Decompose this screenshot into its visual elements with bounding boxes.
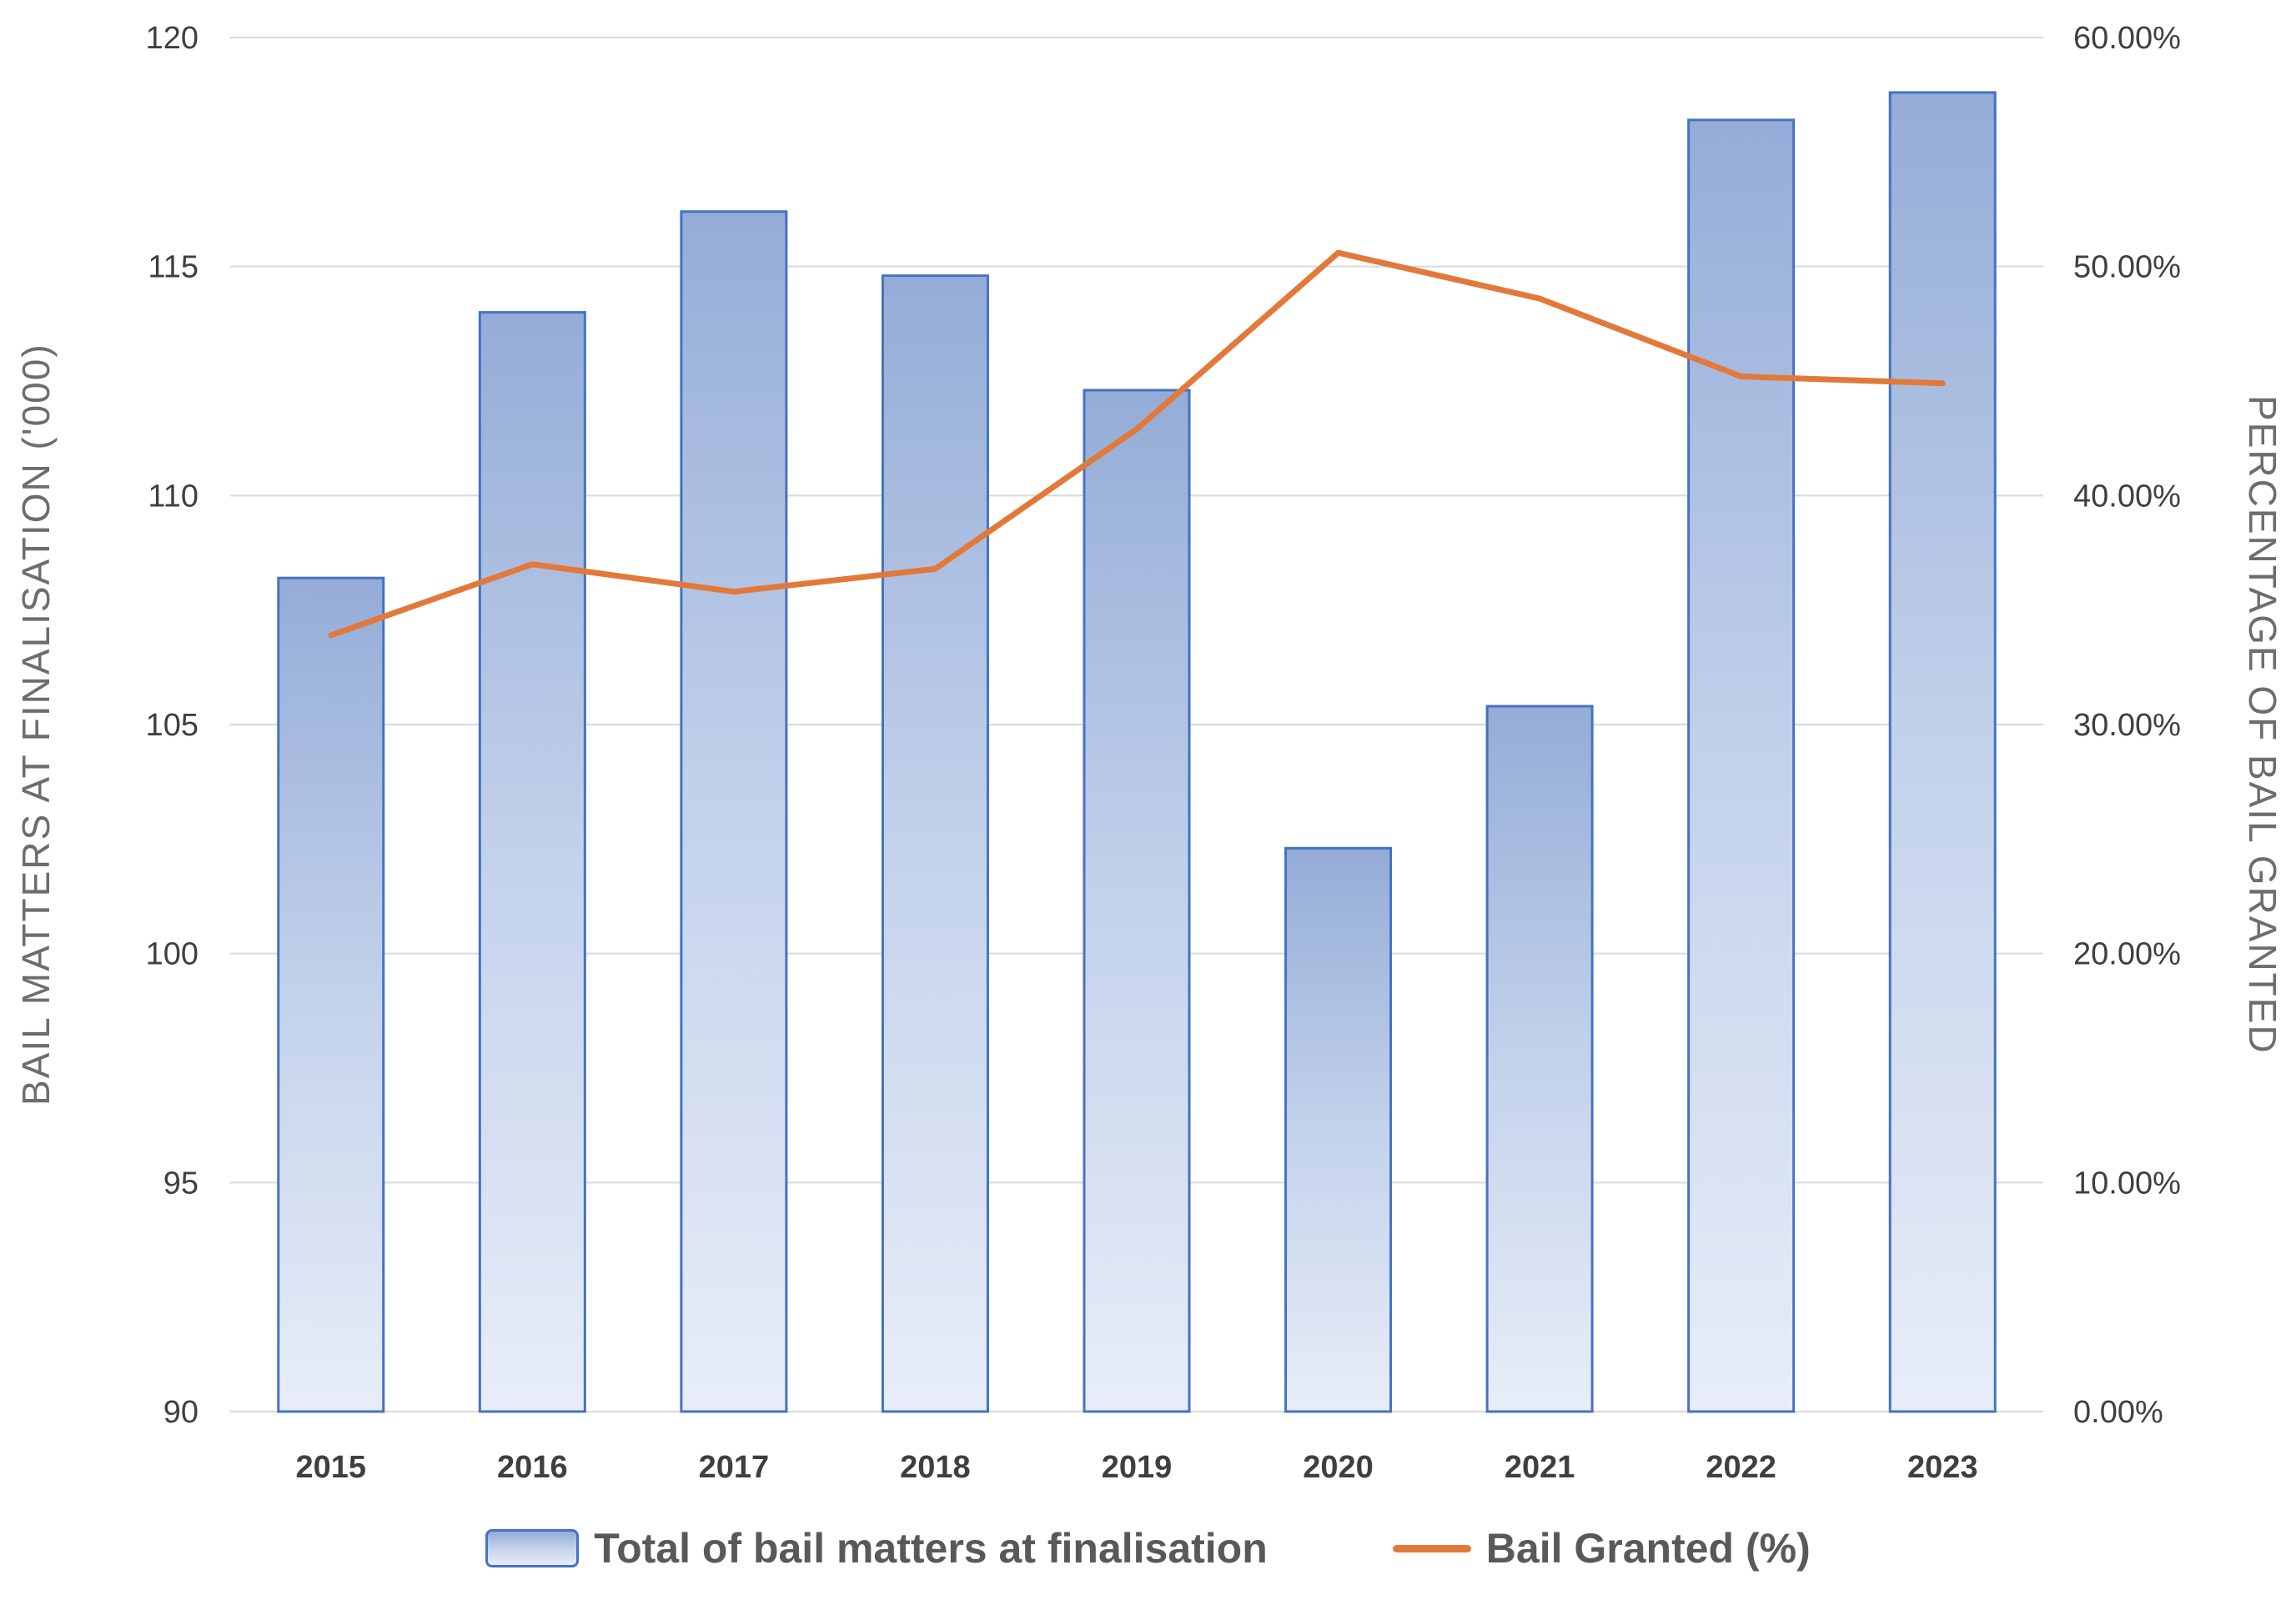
bar-2020 xyxy=(1284,846,1393,1413)
x-label-2015: 2015 xyxy=(296,1450,367,1485)
right-tick-30.00%: 30.00% xyxy=(2073,708,2181,743)
right-tick-60.00%: 60.00% xyxy=(2073,21,2181,56)
legend-item-bars: Total of bail matters at finalisation xyxy=(485,1524,1268,1572)
bar-2018 xyxy=(881,274,989,1413)
x-label-2021: 2021 xyxy=(1505,1450,1575,1485)
x-label-2022: 2022 xyxy=(1706,1450,1776,1485)
left-tick-95: 95 xyxy=(163,1166,198,1201)
x-label-2018: 2018 xyxy=(900,1450,971,1485)
right-tick-50.00%: 50.00% xyxy=(2073,250,2181,285)
left-tick-110: 110 xyxy=(148,479,198,514)
legend-label-bars: Total of bail matters at finalisation xyxy=(594,1525,1268,1572)
bar-2017 xyxy=(680,210,788,1413)
right-tick-20.00%: 20.00% xyxy=(2073,937,2181,972)
left-tick-120: 120 xyxy=(146,21,198,56)
line-swatch-icon xyxy=(1392,1544,1471,1552)
left-tick-90: 90 xyxy=(163,1395,198,1430)
left-axis-title: BAIL MATTERS AT FINALISATION ('000) xyxy=(14,343,58,1106)
x-label-2017: 2017 xyxy=(699,1450,770,1485)
right-tick-0.00%: 0.00% xyxy=(2073,1395,2163,1430)
bar-2022 xyxy=(1687,118,1796,1413)
legend-label-line: Bail Granted (%) xyxy=(1485,1525,1811,1572)
right-axis-title: PERCENTAGE OF BAIL GRANTED xyxy=(2241,394,2284,1055)
bar-2015 xyxy=(277,576,385,1413)
right-tick-10.00%: 10.00% xyxy=(2073,1166,2181,1201)
legend: Total of bail matters at finalisation Ba… xyxy=(0,1524,2296,1572)
legend-item-line: Bail Granted (%) xyxy=(1392,1524,1811,1572)
bar-swatch-icon xyxy=(485,1529,580,1567)
x-label-2019: 2019 xyxy=(1102,1450,1173,1485)
bar-2021 xyxy=(1485,705,1594,1413)
left-tick-115: 115 xyxy=(148,250,198,285)
bar-2016 xyxy=(478,311,586,1413)
bar-2023 xyxy=(1888,91,1997,1413)
left-tick-105: 105 xyxy=(146,708,198,743)
x-label-2016: 2016 xyxy=(497,1450,568,1485)
x-label-2023: 2023 xyxy=(1907,1450,1978,1485)
bar-2019 xyxy=(1083,389,1191,1413)
x-label-2020: 2020 xyxy=(1303,1450,1374,1485)
bail-granted-line xyxy=(328,249,1946,639)
right-tick-40.00%: 40.00% xyxy=(2073,479,2181,514)
left-tick-100: 100 xyxy=(146,937,198,972)
